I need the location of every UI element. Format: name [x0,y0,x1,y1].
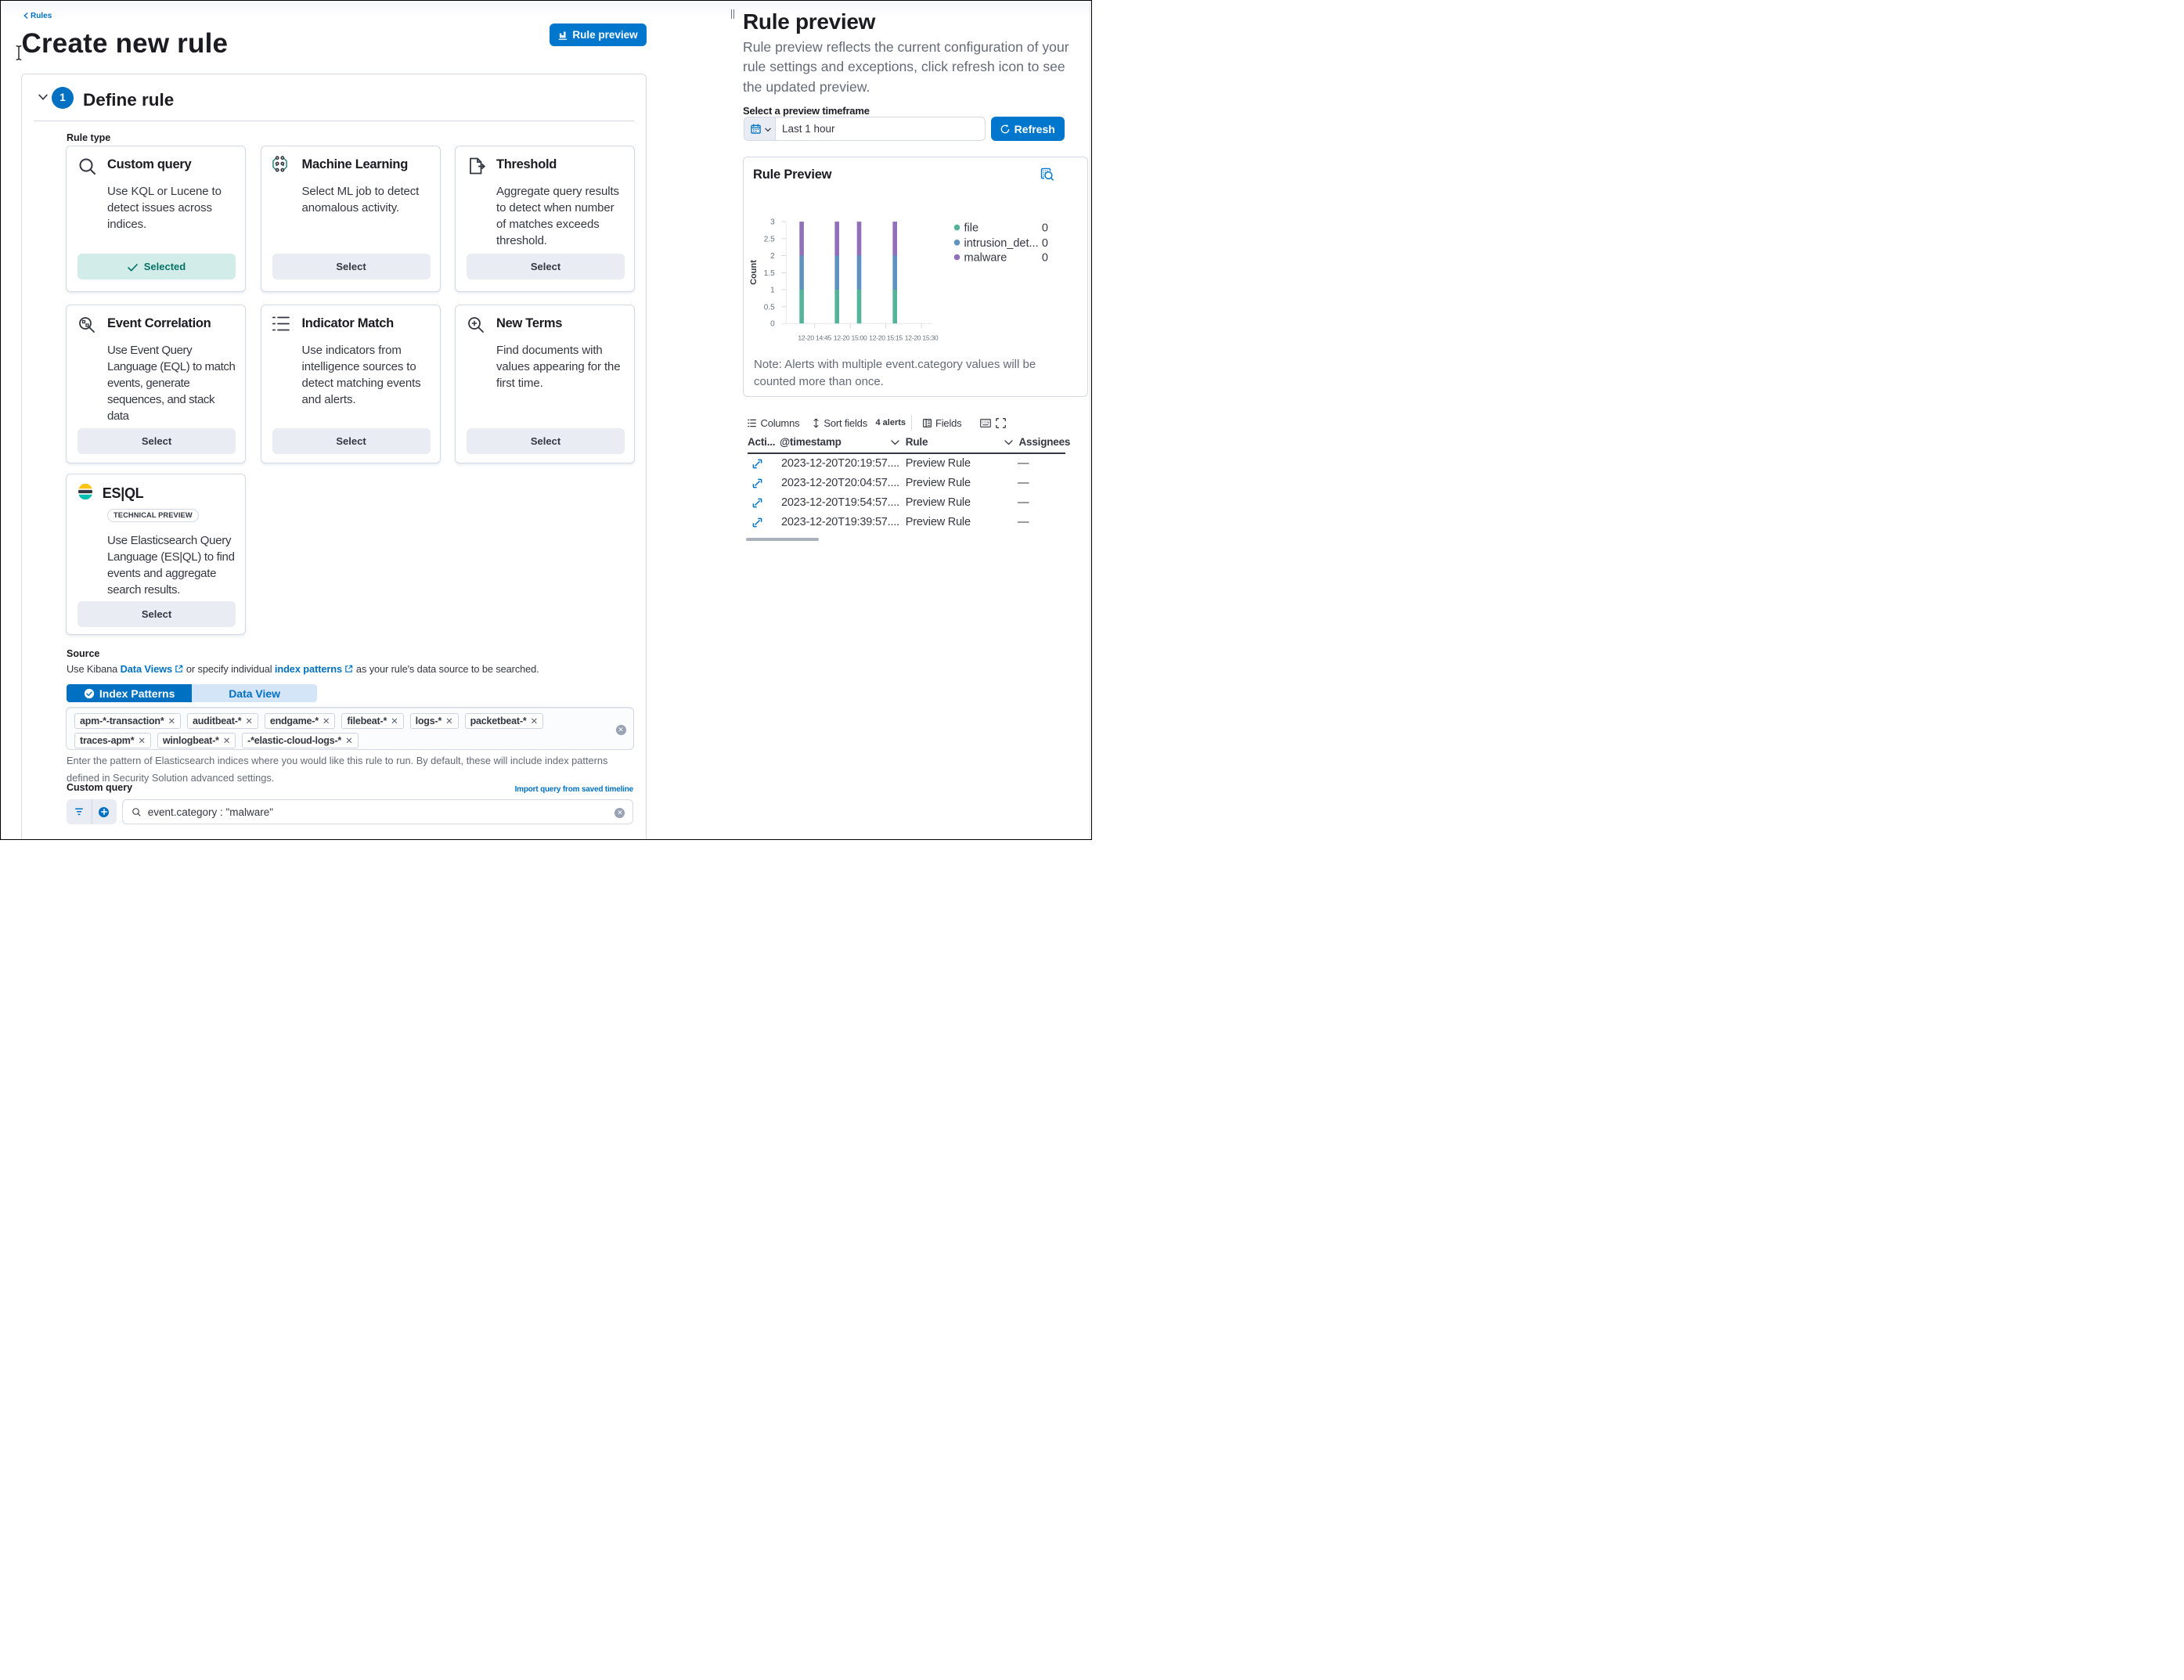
svg-text:malware: malware [964,251,1007,264]
svg-text:1: 1 [770,286,775,294]
svg-text:12-20 15:30: 12-20 15:30 [904,333,938,341]
svg-text:3: 3 [770,218,775,226]
svg-text:0: 0 [1041,251,1047,264]
svg-text:0.5: 0.5 [763,303,774,312]
svg-text:12-20 15:15: 12-20 15:15 [869,333,903,341]
svg-text:intrusion_det...: intrusion_det... [964,236,1038,249]
svg-text:2: 2 [770,252,775,261]
svg-text:2.5: 2.5 [763,235,774,243]
svg-text:file: file [964,222,978,234]
svg-text:Count: Count [749,259,759,284]
svg-text:12-20 14:45: 12-20 14:45 [798,333,831,341]
svg-text:1.5: 1.5 [763,269,774,277]
svg-text:12-20 15:00: 12-20 15:00 [833,333,867,341]
svg-text:0: 0 [770,319,775,328]
svg-text:0: 0 [1041,222,1047,234]
svg-text:0: 0 [1041,236,1047,249]
